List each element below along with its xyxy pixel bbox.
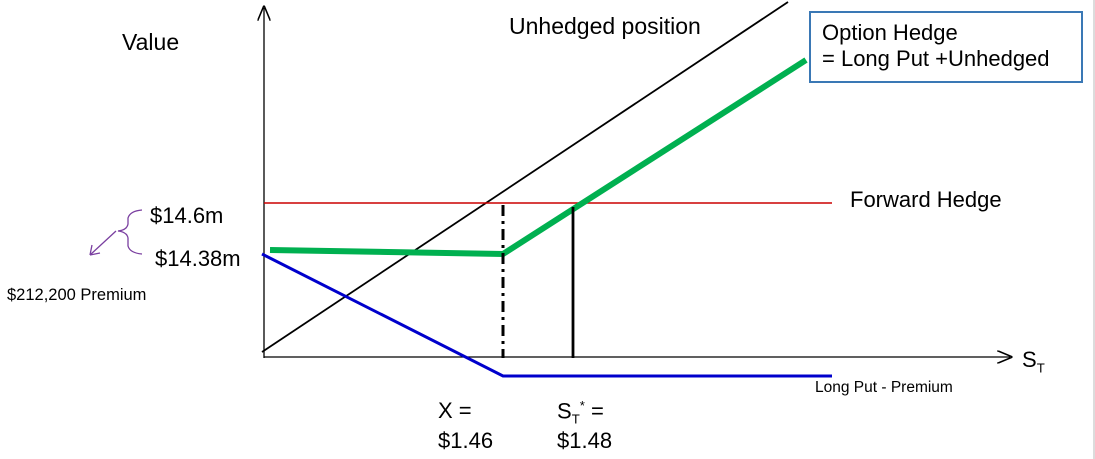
y-axis-label: Value — [122, 29, 180, 55]
breakeven-label-top: ST* = — [557, 398, 604, 427]
series-option-hedge-line — [269, 57, 808, 258]
forward-hedge-label: Forward Hedge — [850, 187, 1002, 212]
option-hedge-legend-box: Option Hedge = Long Put +Unhedged — [809, 11, 1083, 83]
series-long-put-line — [261, 252, 832, 378]
level-label-14-6m: $14.6m — [150, 203, 224, 228]
premium-note: $212,200 Premium — [7, 286, 147, 304]
x-axis-label: ST — [1022, 347, 1045, 376]
premium-brace — [117, 209, 143, 255]
premium-arrow — [89, 230, 117, 256]
strike-value: $1.46 — [438, 428, 494, 453]
strike-label-top: X = — [438, 398, 472, 423]
breakeven-value: $1.48 — [557, 428, 613, 453]
unhedged-position-label: Unhedged position — [509, 13, 701, 39]
level-label-14-38m: $14.38m — [155, 246, 241, 271]
option-hedge-formula: = Long Put +Unhedged — [822, 46, 1050, 72]
option-hedge-title: Option Hedge — [822, 20, 958, 45]
long-put-label: Long Put - Premium — [815, 379, 953, 396]
series-unhedged-line — [261, 1, 789, 353]
